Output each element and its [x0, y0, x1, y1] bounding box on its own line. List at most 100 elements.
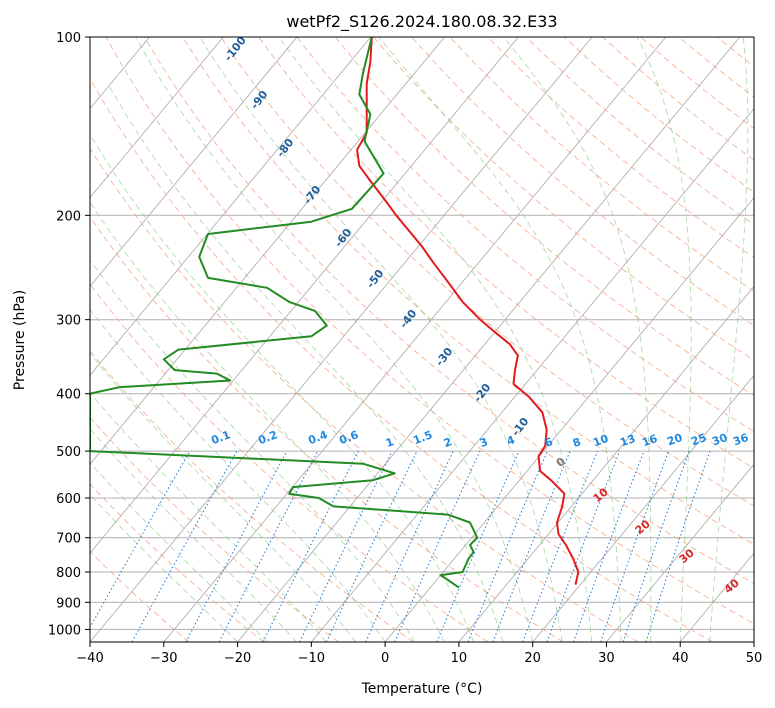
mixing-ratio-line: [185, 450, 288, 642]
isotherm-line: [90, 37, 372, 376]
isotherm-line: [237, 37, 741, 642]
mixing-ratio-line: [90, 450, 191, 629]
plot-frame: [89, 36, 755, 643]
mixing-ratio-lines: [90, 450, 711, 642]
moist-adiabat: [90, 494, 238, 642]
x-tick-label: −10: [298, 651, 325, 666]
mixing-ratio-label: 1: [384, 435, 396, 450]
moist-adiabat: [709, 37, 749, 642]
x-tick-label: 20: [524, 651, 541, 666]
mixing-ratio-line: [467, 450, 548, 642]
moist-adiabat: [90, 259, 415, 642]
moist-adiabat: [503, 37, 652, 642]
mixing-ratio-label: 8: [571, 435, 583, 450]
mixing-ratio-label: 10: [591, 432, 610, 450]
dry-adiabat: [296, 37, 754, 433]
mixing-ratio-label: 13: [618, 432, 637, 449]
x-tick-label: 10: [451, 651, 468, 666]
moist-adiabat: [135, 37, 534, 642]
moist-adiabat: [90, 201, 445, 642]
y-tick-label: 900: [56, 596, 81, 611]
moist-adiabat: [90, 133, 475, 642]
x-tick-label: 0: [381, 651, 389, 666]
pressure-gridlines: [90, 37, 754, 630]
mixing-ratio-label: 0.4: [306, 428, 329, 447]
isotherm-line: [384, 196, 754, 642]
isotherm-line: [90, 37, 519, 554]
x-tick-label: −20: [224, 651, 251, 666]
mixing-ratio-label: 2: [442, 435, 454, 450]
y-tick-label: 800: [56, 566, 81, 581]
plot-area: -100-90-80-70-60-50-40-30-20-100.1 0.2 0.4…: [90, 37, 754, 642]
y-tick-label: 700: [56, 532, 81, 547]
mixing-ratio-line: [262, 450, 359, 642]
y-axis-ticks: 100 200 300 400 500 600 700 800 900 1000: [48, 31, 90, 638]
moist-adiabat: [90, 462, 268, 642]
mixing-ratio-label: 36: [731, 431, 750, 449]
dry-adiabats: [90, 37, 754, 642]
dry-adiabat: [258, 37, 754, 469]
x-tick-label: 30: [598, 651, 615, 666]
y-tick-label: 300: [56, 314, 81, 329]
y-tick-label: 1000: [48, 623, 81, 638]
mixing-ratio-label: 16: [640, 432, 659, 450]
isotherm-line: [90, 37, 224, 199]
dewpoint-trace: [90, 37, 479, 589]
y-tick-label: 600: [56, 492, 81, 507]
mixing-ratio-label: 25: [689, 431, 708, 448]
x-axis-ticks: −40 −30 −20 −10 0 10 20 30 40 50: [76, 642, 762, 666]
y-tick-label: 500: [56, 445, 81, 460]
dry-adiabat: [90, 147, 639, 642]
moist-adiabat: [90, 352, 356, 642]
dry-adiabat: [90, 350, 414, 642]
mixing-ratio-line: [394, 450, 481, 642]
mixing-ratio-line: [573, 450, 645, 642]
mixing-ratio-label: 1.5: [411, 428, 434, 447]
moist-adiabat: [278, 37, 593, 642]
moist-adiabat: [378, 37, 622, 642]
mixing-ratio-label: 6: [543, 435, 555, 450]
isotherm-line: [606, 463, 754, 642]
moist-adiabat: [90, 308, 386, 642]
mixing-ratio-line: [546, 450, 621, 642]
moist-adiabat: [107, 83, 504, 642]
mixing-ratio-line: [645, 450, 711, 642]
dry-adiabat: [90, 216, 564, 642]
mixing-ratio-label: 0.2: [256, 428, 279, 447]
x-tick-label: 50: [746, 651, 763, 666]
mixing-ratio-label: 20: [665, 431, 684, 449]
mixing-ratio-label: 3: [478, 435, 490, 450]
dry-adiabat: [334, 37, 754, 397]
isotherm-line: [310, 108, 754, 642]
mixing-ratio-line: [622, 450, 690, 642]
mixing-ratio-line: [600, 450, 670, 642]
mixing-ratio-line: [492, 450, 571, 642]
dry-adiabat: [90, 483, 265, 642]
dry-adiabat: [373, 37, 754, 361]
moist-adiabats: [90, 37, 749, 642]
mixing-ratio-label: 30: [710, 431, 729, 449]
chart-title: wetPf2_S126.2024.180.08.32.E33: [286, 12, 557, 32]
dry-adiabat: [90, 550, 190, 642]
moist-adiabat: [90, 391, 327, 642]
mixing-ratio-label: 0.1: [209, 428, 232, 447]
moist-adiabat: [636, 37, 692, 642]
mixing-ratio-line: [131, 450, 238, 642]
x-tick-label: −30: [150, 651, 177, 666]
sounding-traces: [90, 37, 580, 589]
mixing-ratio-line: [522, 450, 599, 642]
dry-adiabat: [90, 283, 489, 642]
isotherm-line: [532, 374, 754, 642]
isotherm-line: [90, 37, 593, 642]
mixing-ratio-line: [436, 450, 520, 642]
x-tick-label: 40: [672, 651, 689, 666]
isotherm-line: [163, 37, 667, 642]
isotherm-line: [90, 37, 445, 465]
y-tick-label: 100: [56, 31, 81, 46]
x-axis-title: Temperature (°C): [361, 681, 483, 697]
mixing-ratio-label: 0.6: [337, 428, 360, 447]
dry-adiabat: [90, 77, 713, 642]
isotherm-line: [90, 37, 298, 288]
